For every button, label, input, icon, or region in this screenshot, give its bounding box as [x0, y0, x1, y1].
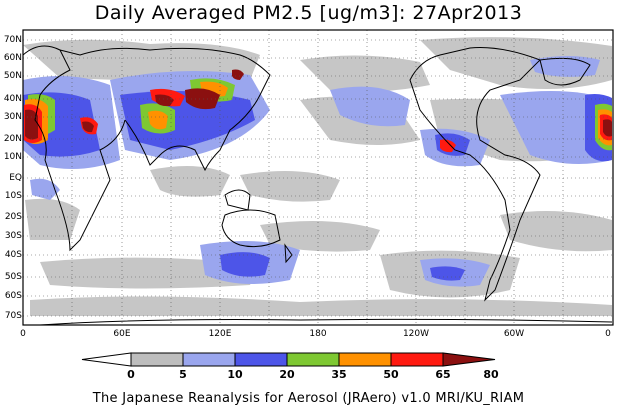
lat-label: 50N [3, 71, 22, 81]
colorbar-tick: 65 [435, 368, 451, 381]
colorbar-tick: 10 [227, 368, 243, 381]
colorbar-tick: 80 [483, 368, 499, 381]
lat-label: 50S [4, 272, 22, 282]
map-frame [22, 29, 614, 326]
colorbar-cell [286, 352, 340, 367]
aerosol-field [23, 37, 612, 316]
lon-label: 60W [503, 329, 525, 339]
lon-label: 120E [208, 329, 232, 339]
lon-label: 0 [605, 329, 611, 339]
colorbar-arrow-high [442, 352, 496, 367]
lon-label: 120W [402, 329, 430, 339]
lat-label: 30N [3, 112, 22, 122]
lat-label: 20N [3, 134, 22, 144]
colorbar-tick: 5 [179, 368, 187, 381]
colorbar-arrow-low [81, 352, 132, 367]
lon-label: 60E [113, 329, 131, 339]
colorbar-cell [182, 352, 236, 367]
lat-label: 40N [3, 94, 22, 104]
colorbar-tick: 20 [279, 368, 295, 381]
lat-label: 30S [4, 231, 22, 241]
colorbar-cell [338, 352, 392, 367]
colorbar-tick: 50 [383, 368, 399, 381]
colorbar-cell [234, 352, 288, 367]
coastlines [22, 45, 613, 326]
colorbar-cell [390, 352, 444, 367]
credit-line: The Japanese Reanalysis for Aerosol (JRA… [92, 391, 525, 406]
lat-label: 60N [3, 53, 22, 63]
colorbar-cell [130, 352, 184, 367]
lat-label: 20S [4, 212, 22, 222]
lat-label: 10S [4, 191, 22, 201]
lat-label: 60S [4, 291, 22, 301]
lon-label: 0 [20, 329, 26, 339]
lat-label: 70N [3, 35, 22, 45]
colorbar-tick: 0 [127, 368, 135, 381]
lat-label: 40S [4, 250, 22, 260]
lat-label: EQ [9, 173, 22, 183]
lon-label: 180 [309, 329, 327, 339]
map-title: Daily Averaged PM2.5 [ug/m3]: 27Apr2013 [94, 2, 523, 24]
lat-label: 70S [4, 311, 22, 321]
colorbar-tick: 35 [331, 368, 347, 381]
lat-label: 10N [3, 152, 22, 162]
